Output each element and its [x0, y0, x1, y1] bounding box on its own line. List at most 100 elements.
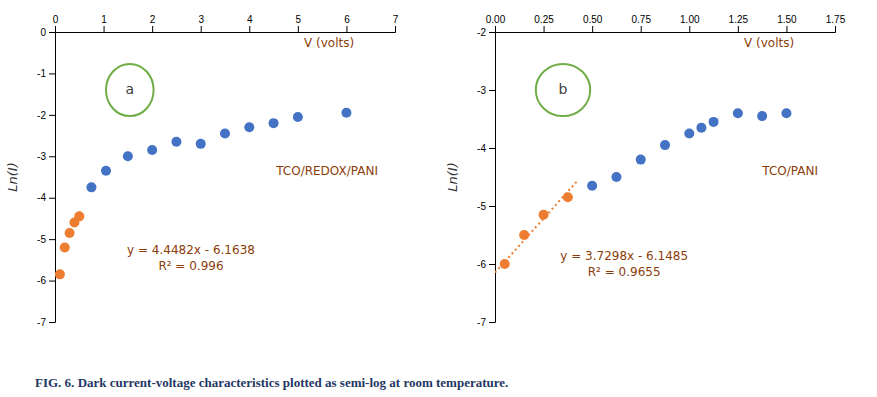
caption: FIG. 6. Dark current-voltage characteris… [35, 375, 508, 390]
y-tick-mark [49, 281, 55, 282]
point [171, 137, 181, 147]
x-tick: 1.50 [777, 14, 797, 32]
y-tick: 0 [40, 27, 55, 38]
point [60, 242, 70, 252]
x-axis: 01234567 [53, 14, 399, 33]
point [709, 117, 719, 127]
panel-label: a [126, 81, 135, 97]
x-tick-mark [346, 26, 347, 32]
y-tick-label: -6 [477, 259, 486, 270]
y-tick-mark [49, 73, 55, 74]
point [587, 181, 597, 191]
y-tick-label: -5 [477, 201, 486, 212]
x-tick: 0.00 [486, 14, 506, 32]
x-tick: 1 [101, 14, 107, 32]
y-label: Ln(I) [445, 162, 460, 191]
point [733, 108, 743, 118]
x-tick-label: 3 [198, 14, 204, 25]
x-tick-label: 1.00 [680, 14, 700, 25]
y-tick: -5 [477, 201, 495, 212]
y-label: Ln(I) [5, 162, 20, 191]
y-tick: -2 [477, 27, 495, 38]
x-tick-mark [104, 26, 105, 32]
x-tick-mark [298, 26, 299, 32]
r-squared: R² = 0.996 [158, 259, 223, 273]
point [293, 112, 303, 122]
y-tick-mark [49, 156, 55, 157]
marks [495, 108, 791, 272]
title: TCO/PANI [761, 164, 818, 178]
point [563, 192, 573, 202]
point [269, 118, 279, 128]
title: TCO/REDOX/PANI [275, 164, 378, 178]
x-tick-mark [738, 26, 739, 32]
x-tick-label: 1.75 [826, 14, 846, 25]
x-tick-mark [592, 26, 593, 32]
x-tick-label: 4 [247, 14, 253, 25]
y-axis-line [489, 33, 496, 323]
x-tick-mark [395, 26, 396, 32]
y-tick: -7 [37, 317, 55, 328]
x-tick-mark [55, 26, 56, 32]
y-tick-mark [489, 206, 495, 207]
y-tick-mark [489, 264, 495, 265]
y-tick: -4 [477, 143, 495, 154]
x-axis: 0.000.250.500.751.001.251.501.75 [486, 14, 846, 33]
point [757, 111, 767, 121]
y-tick-label: -4 [477, 143, 486, 154]
equation: y = 3.7298x - 6.1485 [560, 249, 688, 263]
y-tick: -2 [37, 110, 55, 121]
figure: 012345670-1-2-3-4-5-6-7Ln(I)V (volts)TCO… [0, 0, 877, 397]
panel-label: b [559, 81, 568, 97]
x-tick-label: 5 [296, 14, 302, 25]
y-tick-mark [489, 322, 495, 323]
point [244, 122, 254, 132]
y-tick-mark [489, 32, 495, 33]
y-tick-label: -2 [477, 27, 486, 38]
x-tick-label: 1.25 [729, 14, 749, 25]
y-tick: -6 [37, 275, 55, 286]
point [65, 228, 75, 238]
x-tick: 4 [247, 14, 253, 32]
x-axis-line [56, 26, 396, 33]
point [196, 139, 206, 149]
x-tick: 5 [296, 14, 302, 32]
y-tick: -4 [37, 192, 55, 203]
y-tick-label: -3 [37, 151, 46, 162]
y-tick-mark [489, 90, 495, 91]
y-tick-label: -7 [477, 317, 486, 328]
x-tick-mark [689, 26, 690, 32]
y-tick-label: -3 [477, 85, 486, 96]
y-tick-label: -4 [37, 192, 46, 203]
panel: 0.000.250.500.751.001.251.501.75-2-3-4-5… [445, 14, 846, 328]
x-tick: 0.25 [534, 14, 554, 32]
point [101, 166, 111, 176]
caption-text: Dark current-voltage characteristics plo… [74, 375, 508, 390]
point [636, 155, 646, 165]
x-tick: 2 [150, 14, 156, 32]
point [55, 269, 65, 279]
x-tick-mark [495, 26, 496, 32]
x-tick-mark [201, 26, 202, 32]
y-tick: -3 [477, 85, 495, 96]
caption-label: FIG. 6. [35, 375, 74, 390]
x-tick-mark [641, 26, 642, 32]
y-axis-line [49, 33, 56, 323]
point [684, 129, 694, 139]
point [86, 182, 96, 192]
panel: 012345670-1-2-3-4-5-6-7Ln(I)V (volts)TCO… [5, 14, 399, 328]
y-tick: -3 [37, 151, 55, 162]
y-tick-label: 0 [40, 27, 46, 38]
x-tick-label: 0 [53, 14, 59, 25]
point [781, 108, 791, 118]
point [220, 129, 230, 139]
x-tick: 3 [198, 14, 204, 32]
x-tick-label: 0.75 [631, 14, 651, 25]
y-tick-label: -2 [37, 110, 46, 121]
x-tick: 1.00 [680, 14, 700, 32]
x-label: V (volts) [304, 36, 354, 50]
point [147, 145, 157, 155]
y-tick-label: -1 [37, 68, 46, 79]
x-tick: 0.75 [631, 14, 651, 32]
y-tick-mark [49, 32, 55, 33]
